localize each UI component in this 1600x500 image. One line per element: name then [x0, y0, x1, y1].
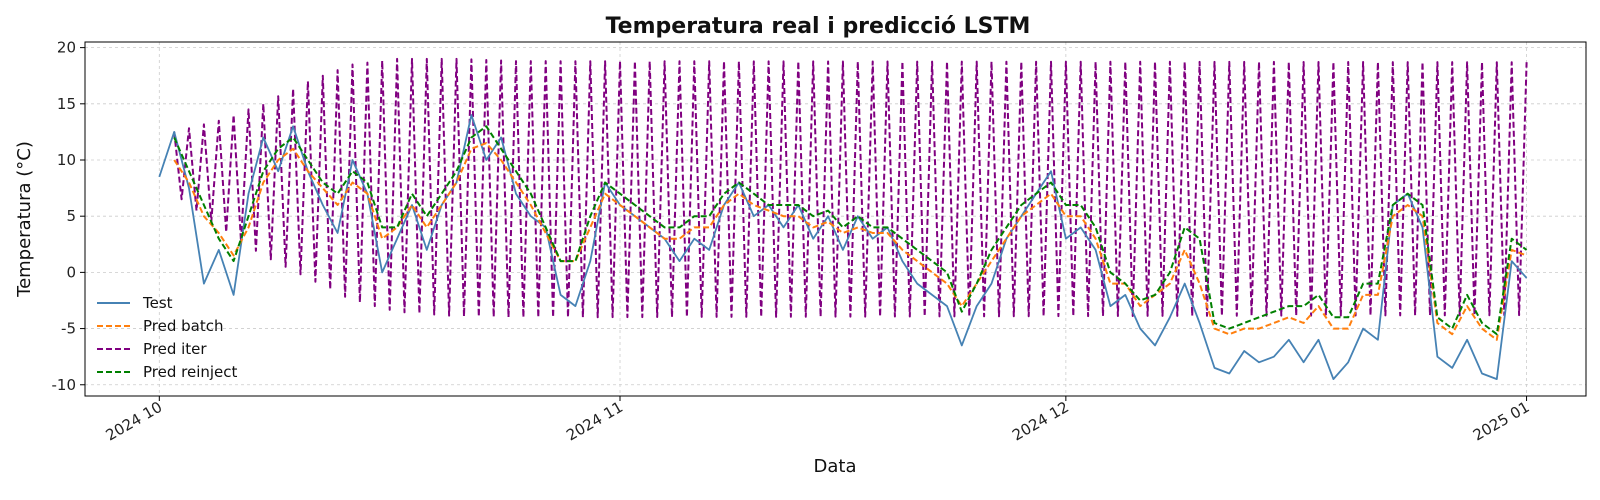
y-tick-label: 10	[57, 151, 76, 169]
legend-label-test: Test	[142, 294, 173, 312]
plot-frame	[84, 41, 1587, 397]
x-axis: 2024 10 2024 11 2024 12 2025 01	[103, 396, 1533, 444]
y-tick-label: -10	[52, 376, 77, 394]
x-tick-label: 2024 12	[1009, 398, 1072, 445]
legend-label-pred-batch: Pred batch	[143, 317, 224, 335]
y-axis-title: Temperatura (°C)	[14, 141, 35, 298]
series-line-pred-reinject	[173, 125, 1528, 336]
x-tick-label: 2024 10	[103, 398, 166, 445]
y-tick-label: 15	[57, 95, 76, 113]
y-tick-label: 5	[66, 207, 76, 225]
y-tick-label: 0	[66, 263, 76, 281]
y-axis: -10 -5 0 5 10 15 20	[52, 39, 85, 394]
series-layer	[158, 57, 1528, 380]
series-test	[158, 114, 1528, 380]
x-axis-title: Data	[814, 456, 857, 477]
series-pred-reinject	[173, 125, 1528, 336]
legend-label-pred-reinject: Pred reinject	[143, 363, 238, 381]
y-tick-label: 20	[57, 39, 76, 57]
chart-title: Temperatura real i predicció LSTM	[606, 14, 1031, 39]
series-pred-iter	[173, 57, 1528, 319]
x-tick-label: 2025 01	[1470, 398, 1533, 445]
legend: Test Pred batch Pred iter Pred reinject	[97, 294, 238, 381]
legend-label-pred-iter: Pred iter	[143, 340, 207, 358]
y-tick-label: -5	[61, 320, 76, 338]
x-tick-label: 2024 11	[563, 398, 626, 445]
series-line-pred-iter	[173, 57, 1528, 319]
series-line-test	[158, 114, 1528, 380]
